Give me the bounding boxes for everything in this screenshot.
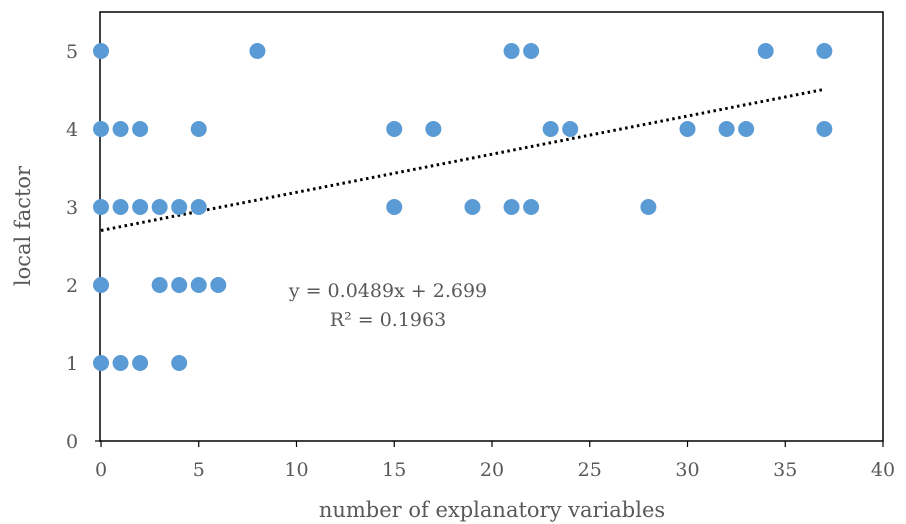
data-point — [190, 121, 207, 137]
y-tick-label: 3 — [66, 197, 78, 219]
y-tick-label: 5 — [66, 41, 78, 63]
data-point — [464, 199, 481, 215]
x-tick-label: 0 — [95, 459, 107, 481]
data-point — [190, 277, 207, 293]
data-point — [816, 43, 833, 59]
data-point — [542, 121, 559, 137]
x-tick-label: 5 — [193, 459, 205, 481]
data-point — [93, 355, 109, 371]
data-point — [562, 121, 579, 137]
x-tick-label: 25 — [578, 459, 602, 481]
data-point — [640, 199, 657, 215]
data-point — [386, 199, 403, 215]
data-point — [151, 277, 168, 293]
x-tick-label: 35 — [773, 459, 797, 481]
data-point — [132, 121, 149, 137]
data-point — [93, 43, 109, 59]
data-point — [425, 121, 442, 137]
data-point — [112, 121, 129, 137]
data-point — [132, 355, 149, 371]
data-point — [386, 121, 403, 137]
trendline-r-squared: R² = 0.1963 — [330, 309, 446, 331]
data-point — [503, 43, 520, 59]
data-point — [679, 121, 696, 137]
data-point — [112, 355, 129, 371]
x-tick-label: 15 — [382, 459, 406, 481]
data-point — [151, 199, 168, 215]
y-tick-label: 2 — [66, 275, 78, 297]
y-tick-label: 4 — [66, 119, 78, 141]
data-point — [93, 277, 109, 293]
data-point — [210, 277, 227, 293]
x-tick-label: 10 — [284, 459, 308, 481]
data-point — [171, 277, 188, 293]
data-point — [93, 199, 109, 215]
data-point — [523, 199, 540, 215]
data-point — [738, 121, 755, 137]
data-point — [249, 43, 266, 59]
plot-area-frame — [99, 11, 884, 442]
data-point — [523, 43, 540, 59]
data-points — [93, 43, 833, 371]
x-tick-label: 30 — [675, 459, 699, 481]
trendline — [100, 87, 825, 232]
x-tick-label: 20 — [480, 459, 504, 481]
data-point — [112, 199, 129, 215]
trendline-layer — [100, 87, 825, 232]
data-point — [93, 121, 109, 137]
trendline-equation: y = 0.0489x + 2.699 — [288, 280, 487, 302]
data-point — [171, 199, 188, 215]
data-point — [757, 43, 774, 59]
y-tick-label: 1 — [66, 353, 78, 375]
data-point — [190, 199, 207, 215]
x-axis-title: number of explanatory variables — [319, 498, 665, 522]
x-axis-ticks: 0 5 10 15 20 25 30 35 40 — [95, 441, 895, 481]
data-point — [816, 121, 833, 137]
y-tick-label: 0 — [66, 431, 78, 453]
x-tick-label: 40 — [871, 459, 895, 481]
y-axis-ticks: 0 1 2 3 4 5 — [66, 41, 101, 453]
data-point — [503, 199, 520, 215]
y-axis-title: local factor — [11, 165, 35, 286]
data-point — [718, 121, 735, 137]
data-point — [171, 355, 188, 371]
data-point — [132, 199, 149, 215]
